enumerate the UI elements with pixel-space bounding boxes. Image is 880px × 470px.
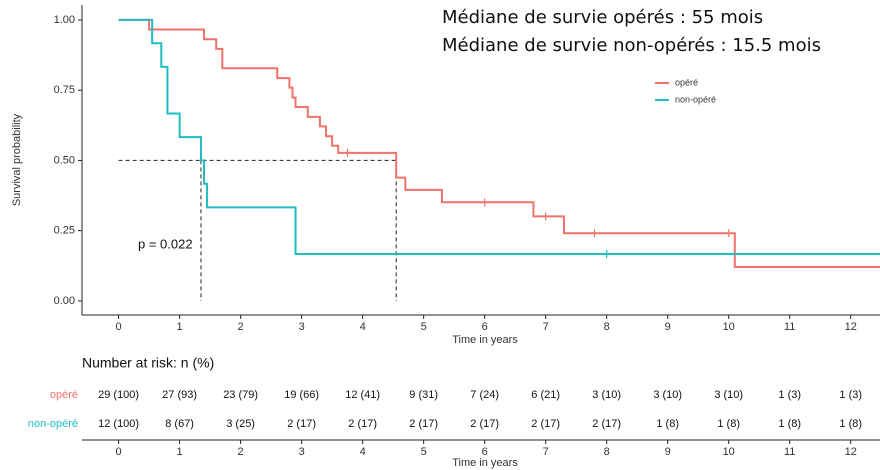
legend-label: non-opéré xyxy=(675,94,716,104)
risk-value: 29 (100) xyxy=(98,389,139,401)
risk-x-tick-label: 1 xyxy=(177,446,183,458)
x-tick-label: 8 xyxy=(604,321,610,333)
legend-label: opéré xyxy=(675,77,698,87)
risk-value: 7 (24) xyxy=(470,389,499,401)
x-tick-label: 11 xyxy=(784,321,795,333)
risk-x-tick-label: 12 xyxy=(845,446,857,458)
survival-curve xyxy=(118,18,880,268)
risk-value: 3 (25) xyxy=(226,418,255,430)
y-tick-label: 1.00 xyxy=(54,14,75,26)
risk-x-tick-label: 11 xyxy=(784,446,795,458)
y-tick-label: 0.00 xyxy=(54,295,75,307)
risk-x-tick-label: 0 xyxy=(116,446,122,458)
p-value: p = 0.022 xyxy=(138,236,193,251)
risk-value: 3 (10) xyxy=(714,389,743,401)
risk-value: 2 (17) xyxy=(287,418,316,430)
risk-x-tick-label: 5 xyxy=(421,446,427,458)
risk-value: 2 (17) xyxy=(531,418,560,430)
survival-curve xyxy=(118,18,880,256)
x-axis-label: Time in years xyxy=(452,457,518,469)
x-tick-label: 1 xyxy=(177,321,183,333)
risk-value: 2 (17) xyxy=(592,418,621,430)
risk-x-tick-label: 3 xyxy=(299,446,305,458)
x-tick-label: 7 xyxy=(543,321,549,333)
x-axis-label: Time in years xyxy=(452,334,518,346)
risk-value: 1 (3) xyxy=(839,389,862,401)
risk-value: 27 (93) xyxy=(162,389,197,401)
risk-value: 23 (79) xyxy=(223,389,258,401)
x-tick-label: 6 xyxy=(482,321,488,333)
x-tick-label: 3 xyxy=(299,321,305,333)
risk-x-tick-label: 8 xyxy=(604,446,610,458)
x-tick-label: 5 xyxy=(421,321,427,333)
y-tick-label: 0.75 xyxy=(54,84,75,96)
risk-x-tick-label: 10 xyxy=(723,446,735,458)
risk-value: 6 (21) xyxy=(531,389,560,401)
x-tick-label: 10 xyxy=(723,321,735,333)
y-tick-label: 0.50 xyxy=(54,154,75,166)
risk-row-name: non-opéré xyxy=(28,418,78,430)
risk-value: 12 (100) xyxy=(98,418,139,430)
risk-value: 1 (8) xyxy=(656,418,679,430)
x-tick-label: 2 xyxy=(238,321,244,333)
risk-x-tick-label: 4 xyxy=(360,446,366,458)
annotation: Médiane de survie opérés : 55 mois xyxy=(442,7,763,28)
risk-x-tick-label: 7 xyxy=(543,446,549,458)
risk-value: 1 (8) xyxy=(778,418,801,430)
risk-value: 3 (10) xyxy=(592,389,621,401)
x-tick-label: 12 xyxy=(845,321,857,333)
risk-row-name: opéré xyxy=(50,389,78,401)
risk-value: 1 (8) xyxy=(839,418,862,430)
risk-value: 8 (67) xyxy=(165,418,194,430)
risk-x-tick-label: 9 xyxy=(665,446,671,458)
risk-x-tick-label: 2 xyxy=(238,446,244,458)
risk-value: 2 (17) xyxy=(470,418,499,430)
risk-value: 2 (17) xyxy=(409,418,438,430)
y-axis-label: Survival probability xyxy=(11,113,23,206)
risk-value: 1 (3) xyxy=(778,389,801,401)
risk-value: 9 (31) xyxy=(409,389,438,401)
risk-value: 3 (10) xyxy=(653,389,682,401)
y-tick-label: 0.25 xyxy=(54,225,75,237)
annotation: Médiane de survie non-opérés : 15.5 mois xyxy=(442,35,821,56)
x-tick-label: 0 xyxy=(116,321,122,333)
x-tick-label: 9 xyxy=(665,321,671,333)
risk-value: 19 (66) xyxy=(284,389,319,401)
risk-value: 12 (41) xyxy=(345,389,380,401)
risk-value: 2 (17) xyxy=(348,418,377,430)
risk-x-tick-label: 6 xyxy=(482,446,488,458)
risk-value: 1 (8) xyxy=(717,418,740,430)
x-tick-label: 4 xyxy=(360,321,366,333)
risk-table-title: Number at risk: n (%) xyxy=(82,355,214,371)
